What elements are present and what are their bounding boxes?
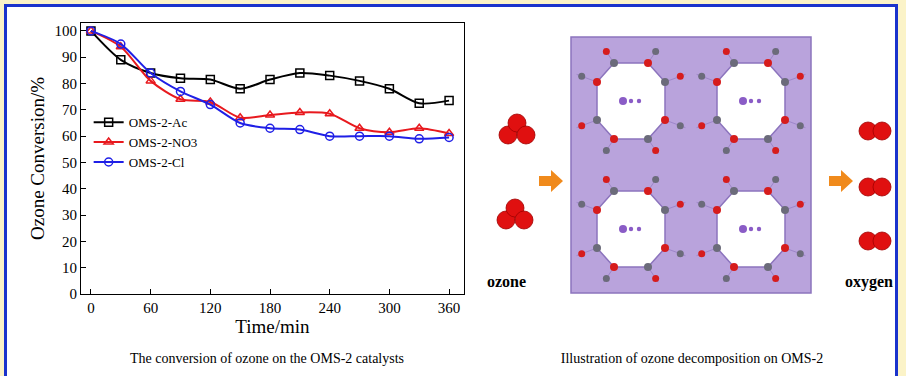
svg-text:0: 0 (69, 286, 77, 302)
svg-text:50: 50 (62, 155, 77, 171)
svg-text:Time/min: Time/min (235, 316, 310, 337)
svg-text:20: 20 (62, 234, 77, 250)
svg-text:40: 40 (62, 181, 77, 197)
svg-text:80: 80 (62, 76, 77, 92)
svg-text:180: 180 (259, 300, 282, 316)
svg-text:60: 60 (143, 300, 158, 316)
svg-text:ozone: ozone (487, 273, 526, 290)
svg-text:70: 70 (62, 102, 77, 118)
svg-text:300: 300 (378, 300, 401, 316)
svg-text:90: 90 (62, 49, 77, 65)
svg-text:120: 120 (199, 300, 222, 316)
svg-text:OMS-2-NO3: OMS-2-NO3 (129, 135, 198, 150)
svg-text:0: 0 (87, 300, 95, 316)
svg-text:30: 30 (62, 207, 77, 223)
svg-text:oxygen: oxygen (845, 273, 893, 291)
svg-text:60: 60 (62, 128, 77, 144)
svg-text:360: 360 (438, 300, 461, 316)
svg-text:10: 10 (62, 260, 77, 276)
svg-text:Ozone Conversion/%: Ozone Conversion/% (27, 77, 48, 240)
svg-text:OMS-2-Cl: OMS-2-Cl (129, 155, 185, 170)
svg-text:100: 100 (54, 23, 77, 39)
html-text:The conversion of ozone on the: The conversion of ozone on the OMS-2 cat… (129, 351, 404, 366)
svg-text:240: 240 (318, 300, 341, 316)
svg-text:OMS-2-Ac: OMS-2-Ac (129, 115, 188, 130)
html-text:Illustration of ozone decompos: Illustration of ozone decomposition on O… (560, 351, 824, 366)
